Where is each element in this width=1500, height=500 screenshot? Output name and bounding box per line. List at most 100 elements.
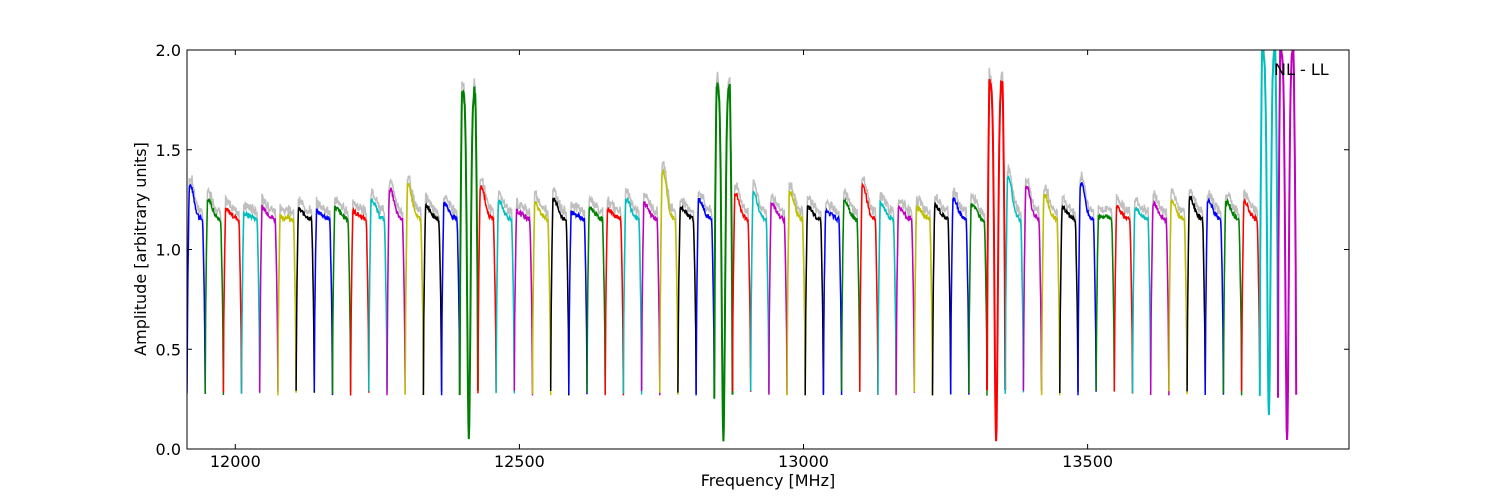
subband-series-line <box>458 86 479 440</box>
subband-series-line <box>768 201 788 395</box>
subband-series-line <box>404 182 425 396</box>
reference-trace <box>659 160 679 388</box>
reference-trace <box>877 191 897 389</box>
subband-series-line <box>913 204 934 396</box>
reference-trace <box>349 199 370 390</box>
reference-trace <box>1040 184 1061 392</box>
subband-series-line <box>277 212 297 396</box>
reference-trace <box>513 197 534 387</box>
reference-trace <box>1240 188 1261 382</box>
y-axis-label: Amplitude [arbitrary units] <box>131 142 150 356</box>
subband-series-line <box>786 190 806 396</box>
subband-series-line <box>713 82 734 442</box>
reference-trace <box>913 194 934 388</box>
subband-series-line <box>422 201 443 396</box>
reference-trace <box>1059 193 1079 388</box>
reference-trace <box>931 193 952 388</box>
subband-series-line <box>204 197 225 396</box>
subband-series-line <box>895 205 916 396</box>
reference-trace <box>295 196 316 383</box>
series-layer <box>187 50 1298 442</box>
reference-trace <box>968 193 988 385</box>
x-tick-label: 12500 <box>494 452 545 471</box>
reference-trace <box>1095 205 1116 385</box>
subband-series-line <box>859 182 879 395</box>
reference-trace <box>768 193 788 391</box>
subband-series-line <box>1258 50 1279 416</box>
subband-series-line <box>1277 50 1298 440</box>
subband-series-line <box>513 208 534 396</box>
subband-series-line <box>549 197 570 396</box>
reference-trace <box>695 189 716 391</box>
reference-trace <box>568 201 588 388</box>
subband-series-line <box>968 203 988 396</box>
subband-series-line <box>331 205 352 395</box>
reference-trace <box>731 182 752 385</box>
reference-trace <box>477 177 497 388</box>
subband-series-line <box>1240 197 1261 392</box>
subband-series-line <box>604 207 625 396</box>
subband-series-line <box>1077 182 1097 396</box>
subband-series-line <box>949 197 970 395</box>
subband-series-line <box>677 204 697 394</box>
reference-trace <box>1149 190 1170 390</box>
reference-trace <box>258 193 279 388</box>
reference-trace <box>1222 191 1243 390</box>
subband-series-line <box>822 207 843 396</box>
subband-series-line <box>1222 197 1243 396</box>
subband-series-line <box>640 201 661 396</box>
subband-series-line <box>695 197 716 396</box>
subband-series-line <box>222 207 243 394</box>
reference-trace <box>531 190 552 388</box>
y-tick-label: 2.0 <box>156 41 181 60</box>
annotation-label: NL - LL <box>1274 60 1329 79</box>
reference-trace <box>187 175 206 389</box>
reference-trace <box>404 174 425 390</box>
x-tick-label: 13000 <box>778 452 829 471</box>
reference-trace <box>1131 197 1152 387</box>
reference-trace <box>240 201 261 390</box>
subband-series-line <box>840 197 861 392</box>
subband-series-line <box>804 204 825 396</box>
subband-series-line <box>1168 199 1188 395</box>
reference-trace <box>1004 164 1025 388</box>
reference-trace <box>949 187 970 387</box>
subband-series-line <box>1095 212 1116 392</box>
subband-series-line <box>531 200 552 396</box>
x-tick-label: 13500 <box>1062 452 1113 471</box>
subband-series-line <box>258 204 279 393</box>
reference-trace <box>277 203 297 388</box>
subband-series-line <box>295 206 316 393</box>
subband-series-line <box>877 199 897 395</box>
reference-trace <box>331 195 352 388</box>
reference-trace <box>622 188 643 389</box>
tick-layer: 12000 12500 13000 13500 0.0 0.5 1.0 1.5 2.0 <box>156 41 1349 471</box>
reference-trace <box>386 177 406 390</box>
subband-series-line <box>1004 175 1025 394</box>
subband-series-line <box>440 201 461 396</box>
reference-trace <box>368 187 388 381</box>
y-tick-label: 1.5 <box>156 141 181 160</box>
reference-trace <box>895 198 916 389</box>
reference-trace <box>1077 171 1097 388</box>
subband-series-line <box>731 192 752 392</box>
reference-trace <box>1168 187 1188 387</box>
reference-trace <box>440 194 461 389</box>
reference-trace <box>749 179 770 387</box>
reference-trace <box>313 196 334 386</box>
reference-trace <box>204 186 225 388</box>
reference-trace <box>586 194 606 387</box>
y-tick-label: 0.0 <box>156 440 181 459</box>
subband-series-line <box>931 201 952 396</box>
reference-trace <box>822 198 843 390</box>
subband-series-line <box>1149 199 1170 396</box>
reference-trace <box>859 176 879 384</box>
x-tick-label: 12000 <box>210 452 261 471</box>
reference-trace <box>677 196 697 389</box>
subband-series-line <box>240 210 261 394</box>
subband-series-line <box>1204 197 1225 396</box>
subband-series-line <box>622 197 643 395</box>
subband-series-line <box>313 207 334 396</box>
